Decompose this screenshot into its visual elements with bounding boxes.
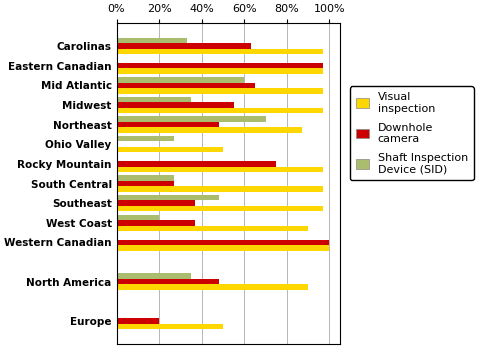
Bar — [116, 63, 323, 69]
Bar — [116, 245, 330, 251]
Bar — [116, 69, 323, 74]
Bar — [116, 175, 174, 181]
Bar — [116, 97, 191, 102]
Bar — [116, 136, 174, 142]
Bar — [116, 102, 234, 108]
Bar — [116, 324, 223, 329]
Bar — [116, 318, 159, 324]
Bar — [116, 77, 244, 82]
Bar — [116, 200, 196, 206]
Bar — [116, 108, 323, 113]
Bar — [116, 49, 323, 54]
Bar — [116, 279, 218, 284]
Bar — [116, 161, 276, 167]
Bar — [116, 181, 174, 186]
Bar — [116, 226, 308, 231]
Bar — [116, 186, 323, 192]
Bar — [116, 220, 196, 226]
Bar — [116, 240, 330, 245]
Bar — [116, 167, 323, 172]
Bar — [116, 122, 218, 127]
Bar — [116, 88, 323, 94]
Bar — [116, 43, 250, 49]
Bar — [116, 82, 255, 88]
Bar — [116, 195, 218, 200]
Bar — [116, 147, 223, 152]
Bar — [116, 274, 191, 279]
Bar — [116, 127, 302, 133]
Bar — [116, 116, 266, 122]
Bar — [116, 206, 323, 211]
Bar — [116, 284, 308, 290]
Bar — [116, 38, 187, 43]
Legend: Visual
inspection, Downhole
camera, Shaft Inspection
Device (SID): Visual inspection, Downhole camera, Shaf… — [350, 86, 474, 180]
Bar — [116, 215, 159, 220]
